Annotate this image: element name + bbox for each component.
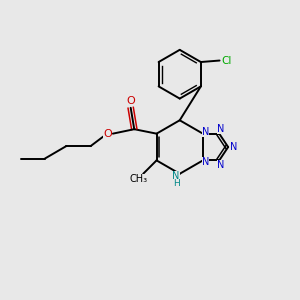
- Text: O: O: [126, 96, 135, 106]
- Text: N: N: [230, 142, 237, 152]
- Text: N: N: [172, 171, 180, 181]
- Text: N: N: [217, 160, 224, 170]
- Text: N: N: [202, 157, 209, 167]
- Text: N: N: [217, 124, 224, 134]
- Text: N: N: [202, 127, 209, 137]
- Text: Cl: Cl: [221, 56, 231, 65]
- Text: O: O: [103, 129, 112, 139]
- Text: CH₃: CH₃: [129, 174, 147, 184]
- Text: H: H: [173, 179, 179, 188]
